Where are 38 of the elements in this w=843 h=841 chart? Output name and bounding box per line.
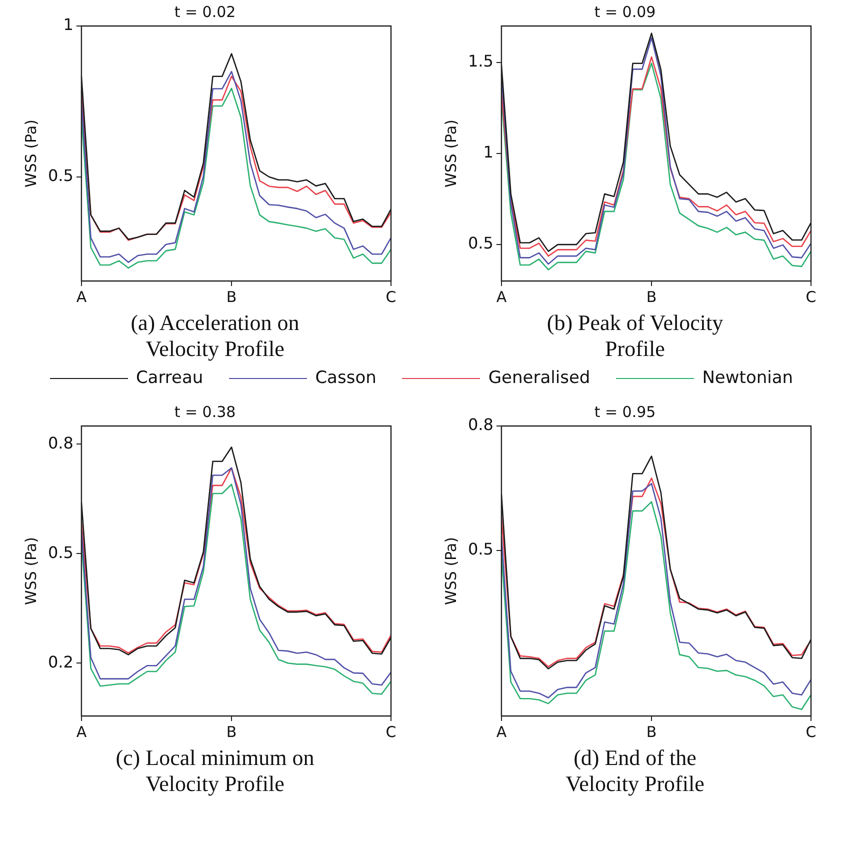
y-tick-label: 0.5 xyxy=(468,539,494,558)
chart-title: t = 0.38 xyxy=(174,402,236,421)
legend-label: Casson xyxy=(315,368,376,388)
x-tick-label: A xyxy=(76,722,88,741)
legend-label: Newtonian xyxy=(702,368,794,388)
text: (c) Local minimum on Velocity Profile xyxy=(114,745,316,797)
x-tick-label: C xyxy=(386,288,396,306)
y-tick-label: 0.5 xyxy=(468,234,494,253)
y-tick-label: 0.5 xyxy=(48,542,74,562)
chart-title: t = 0.09 xyxy=(594,2,656,21)
x-tick-label: A xyxy=(76,288,88,306)
text: (b) Peak of Velocity Profile xyxy=(546,310,724,362)
x-tick-label: B xyxy=(646,722,657,741)
x-tick-label: C xyxy=(806,288,816,306)
x-tick-label: C xyxy=(386,722,396,741)
legend-label: Generalised xyxy=(488,368,590,388)
x-tick-label: A xyxy=(496,288,508,306)
chart-title: t = 0.95 xyxy=(594,402,656,421)
x-tick-label: B xyxy=(226,288,237,306)
x-tick-label: B xyxy=(226,722,237,741)
x-tick-label: C xyxy=(806,722,816,741)
legend-label: Carreau xyxy=(136,368,204,388)
y-tick-label: 0.8 xyxy=(48,433,74,452)
y-axis-title: WSS (Pa) xyxy=(22,537,40,605)
y-axis-title: WSS (Pa) xyxy=(442,537,460,605)
x-tick-label: B xyxy=(646,288,657,306)
text: (a) Acceleration on Velocity Profile xyxy=(130,310,300,362)
text: (d) End of the Velocity Profile xyxy=(564,745,706,797)
y-tick-label: 1 xyxy=(483,142,494,162)
x-tick-label: A xyxy=(496,722,508,741)
y-tick-label: 0.2 xyxy=(48,652,74,672)
y-tick-label: 0.5 xyxy=(48,166,74,186)
chart-title: t = 0.02 xyxy=(174,2,236,21)
y-axis-title: WSS (Pa) xyxy=(22,120,40,188)
y-axis-title: WSS (Pa) xyxy=(442,120,460,188)
y-tick-label: 0.8 xyxy=(468,415,494,434)
y-tick-label: 1 xyxy=(63,15,74,34)
y-tick-label: 1.5 xyxy=(468,52,494,71)
